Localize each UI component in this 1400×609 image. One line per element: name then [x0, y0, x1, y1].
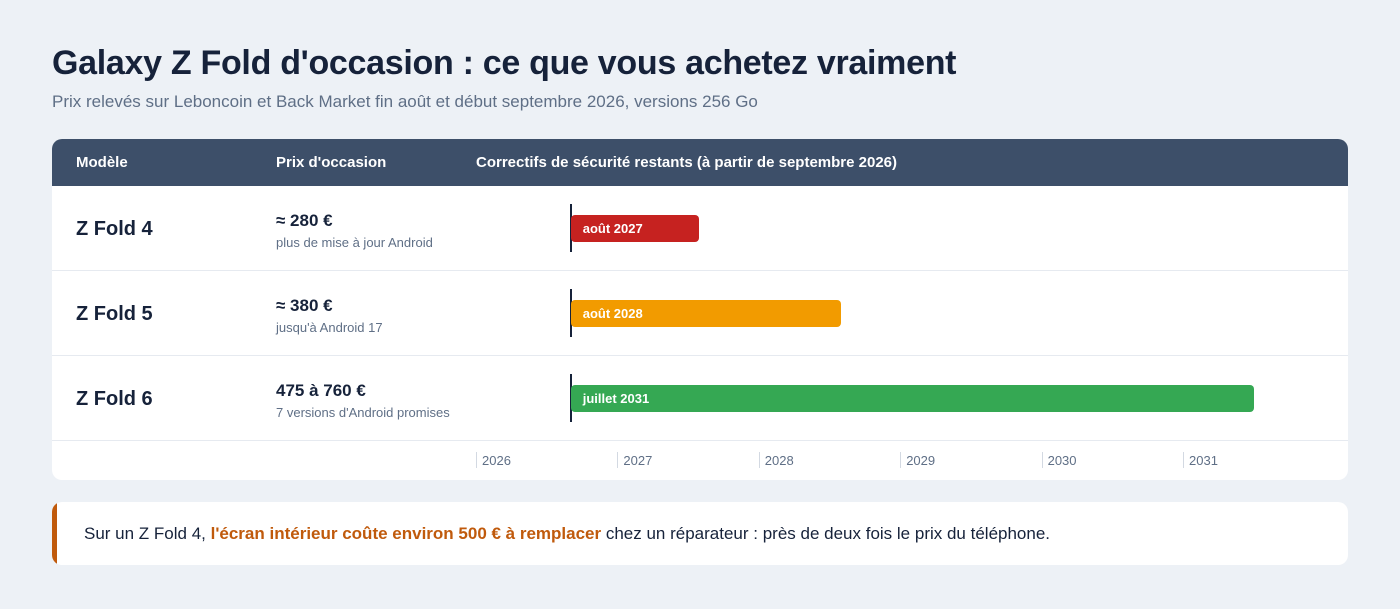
callout-highlight: l'écran intérieur coûte environ 500 € à … — [210, 524, 602, 543]
page-title: Galaxy Z Fold d'occasion : ce que vous a… — [52, 44, 957, 82]
year-tick-label: 2028 — [764, 453, 794, 468]
page-subtitle: Prix relevés sur Leboncoin et Back Marke… — [52, 92, 758, 111]
support-end-bar: août 2027 — [570, 215, 700, 242]
model-name: Z Fold 6 — [76, 388, 153, 410]
year-tick — [758, 452, 760, 468]
callout-text: Sur un Z Fold 4, l'écran intérieur coûte… — [84, 524, 1050, 544]
year-tick-label: 2027 — [623, 453, 653, 468]
year-tick-label: 2031 — [1189, 453, 1218, 468]
header-model: Modèle — [76, 154, 128, 171]
table-row: Z Fold 6 475 à 760 € 7 versions d'Androi… — [52, 356, 1348, 441]
callout-accent-bar — [52, 502, 57, 565]
update-note: jusqu'à Android 17 — [276, 320, 383, 335]
year-tick-label: 2030 — [1047, 453, 1077, 468]
year-tick — [1183, 452, 1184, 468]
year-tick — [617, 452, 619, 468]
used-price: ≈ 280 € — [276, 211, 333, 230]
used-price: 475 à 760 € — [276, 381, 366, 400]
model-name: Z Fold 4 — [76, 218, 153, 240]
support-end-bar: août 2028 — [570, 300, 841, 327]
repair-cost-callout: Sur un Z Fold 4, l'écran intérieur coûte… — [52, 502, 1348, 565]
update-note: 7 versions d'Android promises — [276, 405, 450, 420]
callout-prefix: Sur un Z Fold 4, — [84, 524, 211, 543]
year-tick-label: 2026 — [482, 453, 511, 468]
header-price: Prix d'occasion — [276, 154, 387, 171]
comparison-table: Modèle Prix d'occasion Correctifs de séc… — [52, 139, 1348, 480]
year-tick — [900, 452, 902, 468]
update-note: plus de mise à jour Android — [276, 235, 433, 250]
year-tick — [1041, 452, 1043, 468]
year-tick-label: 2029 — [906, 453, 936, 468]
year-tick — [476, 452, 477, 468]
callout-suffix: chez un réparateur : près de deux fois l… — [601, 524, 1051, 543]
header-security-patches: Correctifs de sécurité restants (à parti… — [476, 154, 898, 171]
table-row: Z Fold 4 ≈ 280 € plus de mise à jour And… — [52, 186, 1348, 271]
table-header: Modèle Prix d'occasion Correctifs de séc… — [52, 139, 1348, 186]
support-end-bar: juillet 2031 — [570, 385, 1254, 412]
table-row: Z Fold 5 ≈ 380 € jusqu'à Android 17 août… — [52, 271, 1348, 356]
used-price: ≈ 380 € — [276, 296, 333, 315]
model-name: Z Fold 5 — [76, 303, 153, 325]
